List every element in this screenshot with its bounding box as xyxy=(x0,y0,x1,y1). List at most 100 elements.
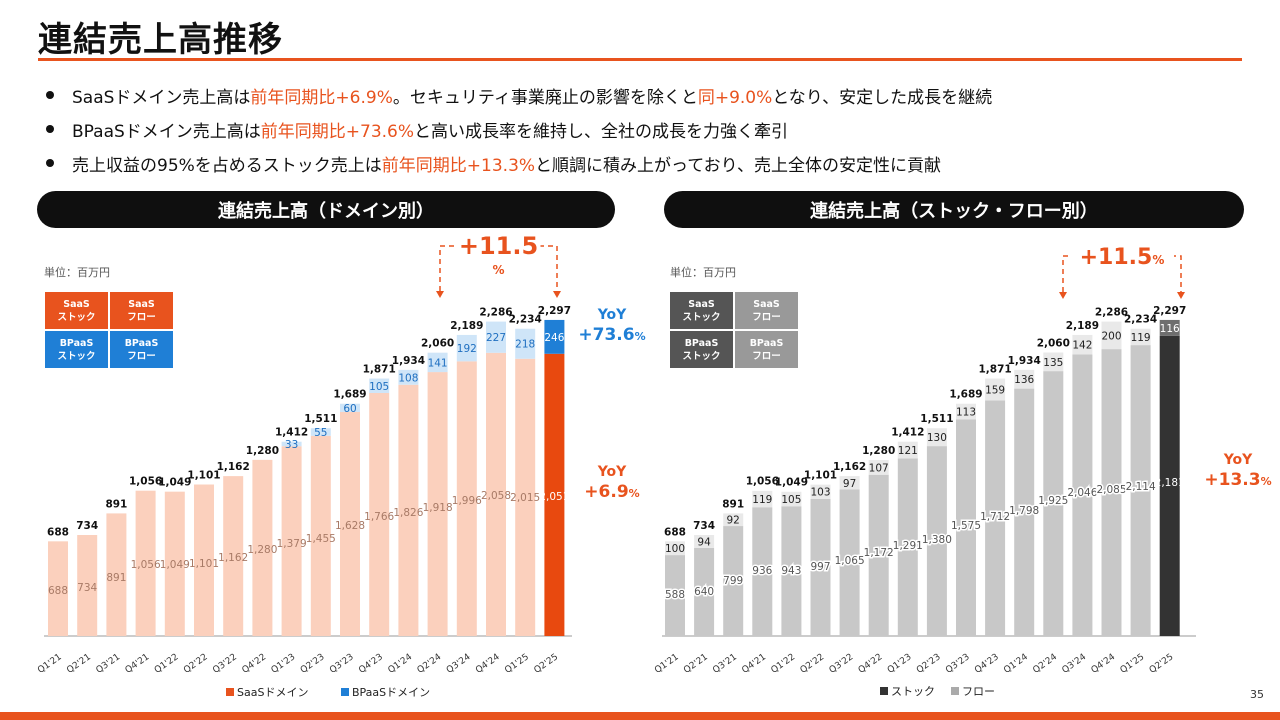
left-legend-cell xyxy=(110,331,173,368)
x-tick-label: Q3'23 xyxy=(328,652,356,676)
x-tick-label: Q1'22 xyxy=(153,652,181,676)
total-label: 2,297 xyxy=(1153,305,1186,317)
value-label-bpaas: 141 xyxy=(428,357,448,369)
value-label-stock: 2,114 xyxy=(1126,481,1156,493)
bar-stock xyxy=(956,419,976,636)
value-label-saas: 1,280 xyxy=(247,544,277,556)
value-label-flow: 142 xyxy=(1072,340,1092,352)
growth-callout-arrow xyxy=(1059,292,1067,299)
x-tick-label: Q4'22 xyxy=(240,652,268,676)
total-label: 2,060 xyxy=(1037,338,1070,350)
value-label-saas: 1,049 xyxy=(160,559,190,571)
bar-saas xyxy=(398,384,419,636)
left-legend-label: ストック xyxy=(57,351,95,362)
right-legend-cell xyxy=(670,292,733,329)
total-label: 1,871 xyxy=(363,364,396,376)
bar-bpaas xyxy=(486,321,506,353)
value-label-stock: 997 xyxy=(810,561,830,573)
bar-stock xyxy=(985,400,1006,636)
left-legend-cell xyxy=(45,331,108,368)
bullet-item: 売上収益の95%を占めるストック売上は 前年同期比+13.3% と順調に積み上がって… xyxy=(44,146,992,180)
value-label-flow: 113 xyxy=(956,407,976,419)
value-label-stock: 588 xyxy=(665,589,685,601)
bullet-text: BPaaSドメイン売上高は xyxy=(72,121,261,142)
yoy-saas-label: YoY xyxy=(597,464,627,480)
right-legend-label: フロー xyxy=(962,685,995,698)
bar-saas xyxy=(77,535,98,636)
right-legend-label: フロー xyxy=(752,312,781,323)
bar-saas xyxy=(281,446,302,636)
page-number: 35 xyxy=(1250,688,1264,701)
value-label-saas: 2,051 xyxy=(539,491,569,503)
bar-flow xyxy=(781,491,802,507)
value-label-flow: 94 xyxy=(697,536,711,548)
total-label: 688 xyxy=(47,526,69,538)
bar-saas xyxy=(369,392,390,636)
left-legend-label: SaaS xyxy=(128,299,155,310)
value-label-saas: 1,628 xyxy=(335,520,365,532)
total-label: 734 xyxy=(76,520,98,532)
bar-stock xyxy=(1014,388,1035,636)
growth-callout-arrow xyxy=(436,291,444,298)
total-label: 891 xyxy=(722,498,744,510)
bullet-text: となり、安定した成長を継続 xyxy=(772,87,993,108)
bar-flow xyxy=(1014,369,1035,389)
bullet-item: SaaSドメイン売上高は 前年同期比+6.9% 。セキュリティ事業廃止の影響を除くと… xyxy=(44,78,992,112)
total-label: 1,049 xyxy=(158,477,191,489)
value-label-stock: 1,925 xyxy=(1038,495,1068,507)
yoy-saas-value: +6.9% xyxy=(584,482,639,502)
bar-flow xyxy=(1130,328,1151,346)
value-label-bpaas: 218 xyxy=(515,339,535,351)
value-label-stock: 1,798 xyxy=(1009,505,1039,517)
left-panel-header: 連結売上高（ドメイン別） xyxy=(37,191,615,228)
value-label-flow: 97 xyxy=(843,478,856,490)
title-underline xyxy=(38,58,1242,61)
x-tick-label: Q2'21 xyxy=(65,652,93,676)
total-label: 688 xyxy=(664,526,686,538)
bar-saas xyxy=(544,353,565,636)
value-label-flow: 136 xyxy=(1014,374,1034,386)
bullet-text: SaaSドメイン売上高は xyxy=(72,87,251,108)
value-label-flow: 116 xyxy=(1160,323,1180,335)
growth-callout-value: +11.5% xyxy=(1080,245,1165,270)
total-label: 1,162 xyxy=(217,461,250,473)
left-legend-label: BPaaS xyxy=(125,338,159,349)
value-label-saas: 1,826 xyxy=(393,507,423,519)
bullet-text: と高い成長率を維持し、全社の成長を力強く牽引 xyxy=(414,121,789,142)
x-tick-label: Q1'21 xyxy=(36,652,64,676)
value-label-stock: 2,085 xyxy=(1096,484,1126,496)
total-label: 1,412 xyxy=(275,427,308,439)
bar-saas xyxy=(486,352,506,636)
value-label-saas: 1,056 xyxy=(131,559,161,571)
x-tick-label: Q2'22 xyxy=(799,652,827,676)
x-tick-label: Q3'21 xyxy=(711,652,739,676)
bar-bpaas xyxy=(398,369,419,385)
value-label-saas: 1,766 xyxy=(364,511,394,523)
bar-saas xyxy=(106,513,127,636)
bar-flow xyxy=(1072,334,1093,355)
bar-saas xyxy=(48,541,68,636)
yoy-stock-label: YoY xyxy=(1223,452,1253,468)
right-legend-label: BPaaS xyxy=(685,338,719,349)
stock-flow-revenue-chart: 単位：百万円 SaaS ストック SaaS フロー BPaaS ストック BPaaS フロー 58… xyxy=(653,242,1272,698)
bar-bpaas xyxy=(340,403,360,412)
value-label-stock: 1,065 xyxy=(835,555,865,567)
bar-stock xyxy=(839,489,860,636)
bullet-dot xyxy=(46,125,54,133)
value-label-bpaas: 55 xyxy=(314,427,327,439)
total-label: 1,280 xyxy=(246,445,279,457)
total-label: 1,101 xyxy=(187,470,220,482)
left-legend-swatch xyxy=(226,688,234,696)
left-legend-label: フロー xyxy=(127,312,156,323)
bar-bpaas xyxy=(544,319,565,354)
x-tick-label: Q1'24 xyxy=(386,652,414,676)
value-label-flow: 105 xyxy=(781,494,801,506)
value-label-saas: 891 xyxy=(106,572,126,584)
growth-callout-value: +11.5 xyxy=(459,232,538,260)
value-label-stock: 1,291 xyxy=(893,540,923,552)
bar-stock xyxy=(1043,371,1064,636)
value-label-saas: 1,101 xyxy=(189,558,219,570)
value-label-bpaas: 105 xyxy=(369,381,389,393)
x-tick-label: Q2'23 xyxy=(299,652,327,676)
x-tick-label: Q2'25 xyxy=(1148,652,1176,676)
